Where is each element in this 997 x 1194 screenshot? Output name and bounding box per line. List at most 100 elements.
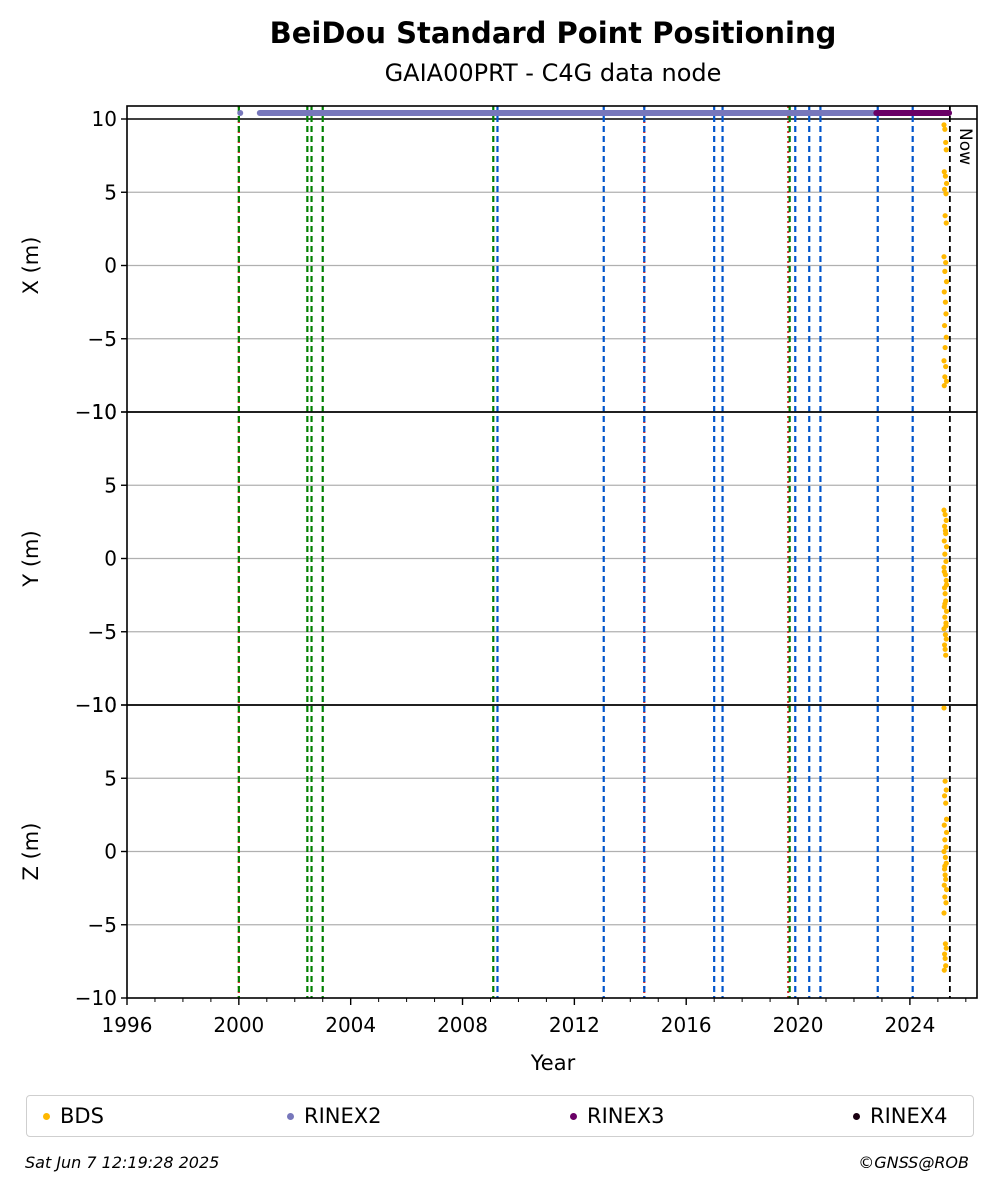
bds-point [942, 646, 948, 652]
bds-point [943, 582, 950, 588]
bds-point [942, 268, 948, 274]
bds-point [942, 632, 949, 638]
legend-marker [43, 1112, 50, 1120]
bds-point [941, 951, 948, 957]
bds-point [941, 169, 947, 175]
bds-point [943, 334, 949, 340]
bds-point [943, 652, 949, 658]
bds-point [942, 837, 948, 843]
rinex-marker [237, 110, 244, 116]
bds-point [941, 564, 947, 570]
bds-point [941, 642, 948, 648]
y-tick-label: 0 [104, 254, 117, 278]
bds-point [943, 139, 949, 146]
bds-point [943, 279, 950, 285]
y-tick-label: 0 [104, 547, 117, 571]
bds-point [941, 848, 947, 855]
footer-timestamp: Sat Jun 7 12:19:28 2025 [25, 1153, 220, 1172]
y-axis-label: Y (m) [19, 530, 43, 587]
bds-point [942, 344, 948, 351]
bds-point [941, 967, 947, 973]
bds-point [943, 787, 949, 793]
legend-marker [570, 1112, 577, 1120]
bds-point [942, 614, 948, 620]
legend-item-bds: BDS [43, 1096, 104, 1136]
bds-point [942, 601, 948, 607]
chart-title: BeiDou Standard Point Positioning [270, 16, 837, 50]
legend-marker [287, 1112, 294, 1120]
y-tick-label: −5 [88, 327, 117, 351]
bds-point [943, 220, 949, 226]
y-tick-label: −10 [75, 693, 117, 717]
bds-point [943, 147, 949, 153]
bds-point [941, 523, 948, 529]
bds-point [941, 322, 948, 329]
bds-point [942, 955, 948, 962]
bds-point [943, 886, 950, 893]
x-axis-label: Year [530, 1051, 576, 1075]
legend-label: RINEX2 [304, 1104, 382, 1128]
legend-item-rinex2: RINEX2 [287, 1096, 382, 1136]
bds-point [941, 383, 947, 389]
bds-point [941, 569, 947, 575]
now-label: Now [955, 128, 975, 165]
bds-point [943, 259, 949, 266]
bds-point [943, 577, 949, 584]
legend-label: RINEX4 [870, 1104, 948, 1128]
bds-point [942, 941, 949, 947]
y-tick-label: −10 [75, 400, 117, 424]
bds-point [942, 551, 948, 557]
y-tick-label: 5 [104, 766, 117, 790]
bds-point [943, 963, 949, 969]
bds-point [941, 507, 947, 513]
y-tick-label: 5 [104, 180, 117, 204]
legend: BDS RINEX2 RINEX3 RINEX4 [26, 1095, 974, 1137]
bds-point [942, 213, 948, 219]
chart-subtitle: GAIA00PRT - C4G data node [385, 59, 722, 87]
y-tick-label: 5 [104, 473, 117, 497]
bds-point [942, 528, 949, 534]
bds-point [941, 882, 947, 888]
bds-point [942, 173, 949, 179]
legend-item-rinex3: RINEX3 [570, 1096, 665, 1136]
bds-point [941, 822, 947, 828]
bds-point [943, 378, 950, 384]
footer-copyright: ©GNSS@ROB [858, 1153, 969, 1172]
bds-point [943, 180, 950, 187]
bds-point [942, 374, 948, 380]
y-tick-label: 10 [92, 400, 117, 424]
legend-label: BDS [60, 1104, 104, 1128]
y-tick-label: −5 [88, 913, 117, 937]
bds-point [943, 816, 950, 822]
x-tick-label: 2016 [661, 1013, 712, 1037]
x-tick-label: 2020 [773, 1013, 824, 1037]
y-axis-label: Z (m) [19, 823, 43, 881]
bds-point [943, 900, 949, 906]
bds-point [943, 800, 949, 806]
bds-point [943, 608, 950, 614]
y-tick-label: 10 [92, 693, 117, 717]
bds-point [943, 636, 949, 642]
x-tick-label: 2000 [213, 1013, 264, 1037]
bds-point [943, 363, 949, 370]
x-tick-label: 1996 [102, 1013, 153, 1037]
bds-point [943, 517, 949, 524]
bds-point [943, 829, 950, 836]
bds-point [941, 538, 947, 544]
bds-point [942, 863, 948, 869]
y-tick-label: 10 [92, 107, 117, 131]
legend-marker [853, 1112, 860, 1120]
bds-point [943, 558, 949, 565]
bds-point [942, 591, 948, 597]
legend-item-rinex4: RINEX4 [853, 1096, 948, 1136]
bds-point [942, 511, 948, 518]
plot-frame [126, 105, 978, 999]
bds-point [942, 854, 949, 860]
x-tick-label: 2012 [549, 1013, 600, 1037]
bds-point [943, 945, 949, 951]
bds-point [942, 872, 948, 878]
bds-point [941, 793, 948, 799]
x-tick-label: 2008 [437, 1013, 488, 1037]
bds-point [943, 844, 949, 850]
x-tick-label: 2024 [884, 1013, 935, 1037]
